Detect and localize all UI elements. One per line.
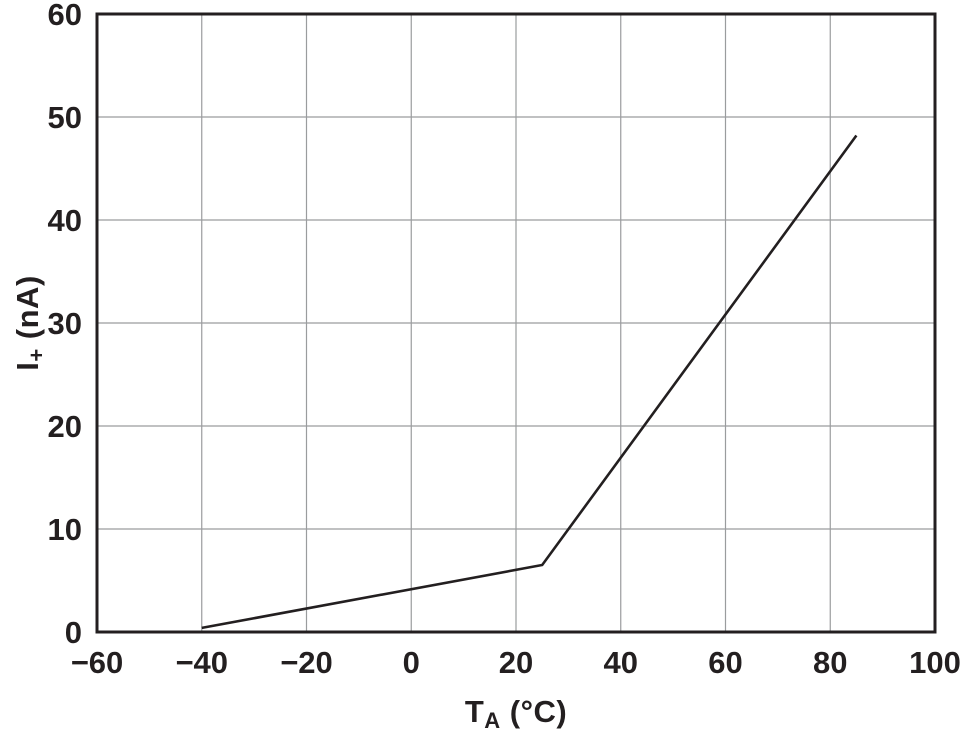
x-tick-label: 20 [499,645,533,680]
y-axis-title: I+ (nA) [6,123,50,523]
x-tick-label: −40 [175,645,228,680]
y-axis-symbol: I [10,361,45,371]
x-tick-label: 60 [708,645,742,680]
x-axis-title: TA (°C) [97,694,935,733]
x-tick-label: −60 [71,645,124,680]
y-tick-label: 50 [48,100,82,135]
data-line-input-bias-current [201,134,858,630]
y-tick-label: 40 [48,203,82,238]
y-tick-label: 20 [48,409,82,444]
y-tick-label: 30 [48,306,82,341]
y-axis-subscript: + [24,348,49,362]
x-tick-label: 0 [403,645,420,680]
y-axis-unit: (nA) [10,275,45,349]
x-axis-subscript: A [484,708,501,733]
y-tick-label: 10 [48,512,82,547]
y-tick-label: 60 [48,0,82,32]
x-tick-label: 40 [604,645,638,680]
y-tick-label: 0 [65,615,82,650]
x-axis-symbol: T [464,694,485,729]
x-tick-label: 80 [813,645,847,680]
x-axis-unit: (°C) [500,694,568,729]
x-tick-label: −20 [280,645,333,680]
x-tick-label: 100 [909,645,960,680]
plot-border [95,12,937,634]
